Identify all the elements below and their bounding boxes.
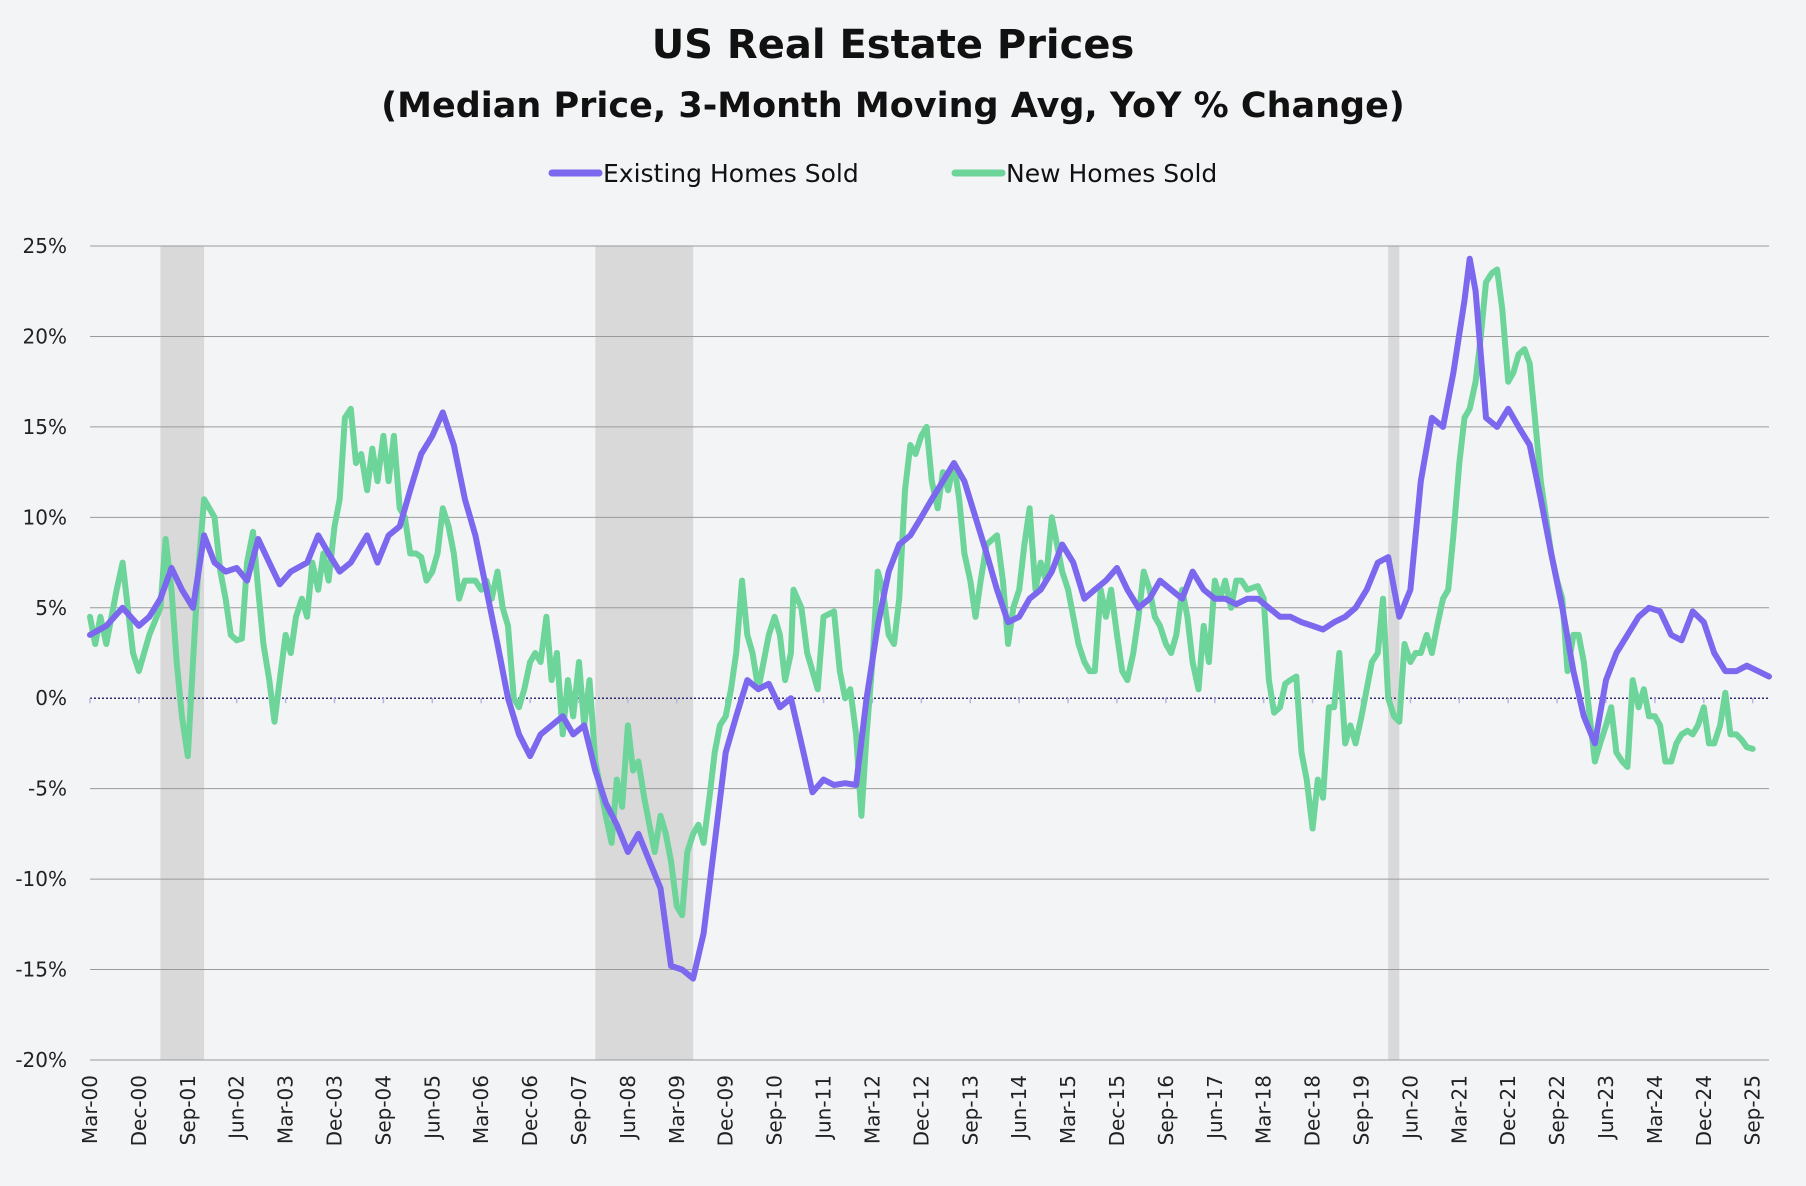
- legend-label-existing: Existing Homes Sold: [603, 159, 859, 188]
- x-tick-label: Mar-03: [274, 1075, 298, 1144]
- x-tick-label: Dec-00: [127, 1075, 151, 1146]
- x-tick-label: Jun-20: [1398, 1075, 1422, 1141]
- x-tick-label: Sep-22: [1545, 1075, 1569, 1145]
- legend-label-new: New Homes Sold: [1006, 159, 1217, 188]
- x-tick-label: Sep-13: [958, 1075, 982, 1145]
- series-lines: [87, 255, 1772, 982]
- y-tick-label: 0%: [35, 686, 67, 710]
- x-tick-label: Dec-18: [1301, 1075, 1325, 1146]
- y-tick-label: 15%: [23, 415, 67, 439]
- x-tick-label: Sep-19: [1349, 1075, 1373, 1145]
- y-tick-label: 25%: [23, 234, 67, 258]
- series-line-new-homes: [87, 266, 1756, 919]
- series-line-existing-homes: [87, 255, 1772, 982]
- x-tick-label: Mar-12: [860, 1075, 884, 1144]
- x-tick-label: Sep-16: [1154, 1075, 1178, 1145]
- x-tick-label: Dec-06: [518, 1075, 542, 1146]
- x-tick-label: Jun-05: [420, 1075, 444, 1141]
- x-tick-label: Jun-17: [1203, 1075, 1227, 1141]
- x-axis-ticks: Mar-00 Dec-00 Sep-01 Jun-02 Mar-03 Dec-03 Sep-…: [78, 698, 1765, 1146]
- recession-band-2: [595, 246, 694, 1060]
- chart-title: US Real Estate Prices: [652, 22, 1135, 68]
- x-tick-label: Jun-11: [812, 1075, 836, 1141]
- x-tick-label: Dec-03: [323, 1075, 347, 1146]
- x-tick-label: Jun-02: [225, 1075, 249, 1141]
- x-tick-label: Sep-25: [1741, 1075, 1765, 1145]
- x-tick-label: Sep-10: [763, 1075, 787, 1145]
- recession-band-3: [1388, 246, 1400, 1060]
- y-tick-label: -15%: [15, 958, 67, 982]
- recession-shading: [160, 246, 1400, 1060]
- x-tick-label: Mar-06: [469, 1075, 493, 1144]
- x-tick-label: Dec-09: [714, 1075, 738, 1146]
- x-tick-label: Mar-21: [1447, 1075, 1471, 1144]
- x-tick-label: Mar-09: [665, 1075, 689, 1144]
- x-tick-label: Sep-04: [371, 1075, 395, 1145]
- gridlines: [90, 245, 1769, 1061]
- chart-subtitle: (Median Price, 3-Month Moving Avg, YoY %…: [381, 86, 1405, 126]
- y-tick-label: 20%: [23, 324, 67, 348]
- x-tick-label: Jun-14: [1007, 1075, 1031, 1141]
- x-tick-label: Dec-12: [909, 1075, 933, 1146]
- x-tick-label: Mar-18: [1252, 1075, 1276, 1144]
- x-tick-label: Dec-24: [1692, 1075, 1716, 1146]
- x-tick-label: Mar-24: [1643, 1075, 1667, 1144]
- recession-band-1: [160, 246, 205, 1060]
- x-tick-label: Sep-07: [567, 1075, 591, 1145]
- x-tick-label: Dec-15: [1105, 1075, 1129, 1146]
- x-tick-label: Mar-00: [78, 1075, 102, 1144]
- y-tick-label: 10%: [23, 505, 67, 529]
- y-axis-ticks: 25% 20% 15% 10% 5% 0% -5% -10% -15% -20%: [15, 234, 67, 1072]
- x-tick-label: Sep-01: [176, 1075, 200, 1145]
- x-tick-label: Jun-08: [616, 1075, 640, 1141]
- x-tick-label: Mar-15: [1056, 1075, 1080, 1144]
- x-tick-label: Dec-21: [1496, 1075, 1520, 1146]
- y-tick-label: -5%: [28, 777, 67, 801]
- y-tick-label: -20%: [15, 1048, 67, 1072]
- legend: Existing Homes Sold New Homes Sold: [548, 159, 1217, 188]
- y-tick-label: 5%: [35, 596, 67, 620]
- y-tick-label: -10%: [15, 867, 67, 891]
- x-tick-label: Jun-23: [1594, 1075, 1618, 1141]
